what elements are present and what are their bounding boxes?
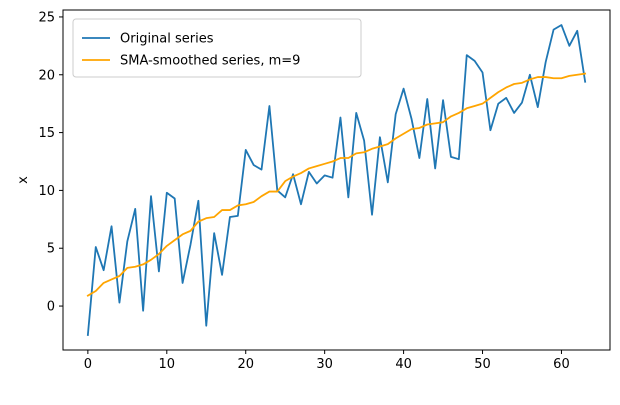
- x-tick-label: 20: [237, 357, 254, 372]
- legend-box: [72, 18, 362, 78]
- x-tick-label: 40: [395, 357, 412, 372]
- legend-label-2: SMA-smoothed series, m=9: [120, 54, 300, 69]
- plot-frame: [62, 9, 611, 351]
- y-tick-label: 15: [38, 126, 55, 141]
- y-tick-label: 5: [47, 242, 55, 257]
- y-axis-label: x: [16, 176, 31, 184]
- series-line-2: [86, 72, 587, 297]
- y-tick-label: 20: [38, 68, 55, 83]
- y-axis: 0 5 10 15 20 25: [38, 10, 63, 315]
- series-line-1: [86, 24, 587, 336]
- x-tick-label: 30: [316, 357, 333, 372]
- x-tick-label: 50: [474, 357, 491, 372]
- x-axis: 0 10 20 30 40 50 60: [84, 350, 570, 372]
- x-tick-label: 60: [553, 357, 570, 372]
- x-tick-label: 10: [159, 357, 176, 372]
- legend-label-1: Original series: [120, 32, 214, 47]
- y-tick-label: 0: [47, 300, 55, 315]
- plot-lines: [86, 24, 587, 336]
- y-tick-label: 25: [38, 10, 55, 25]
- legend: Original series SMA-smoothed series, m=9: [72, 18, 362, 78]
- x-tick-label: 0: [84, 357, 92, 372]
- y-tick-label: 10: [38, 184, 55, 199]
